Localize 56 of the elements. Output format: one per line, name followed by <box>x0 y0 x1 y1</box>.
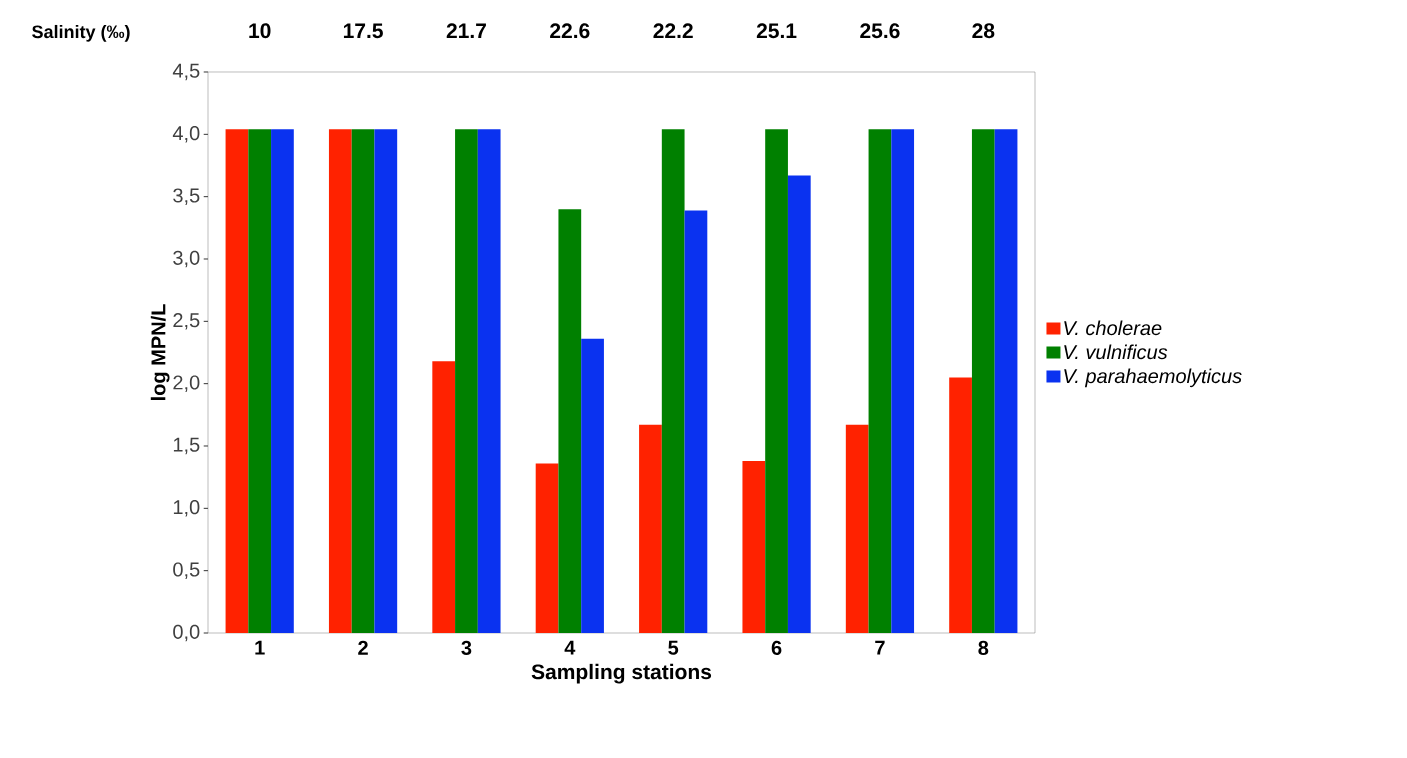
legend-label: V. vulnificus <box>1064 344 1168 360</box>
legend-label: V. cholerae <box>1064 320 1162 336</box>
text: 22.2 <box>653 23 693 38</box>
x-tick-label: 1 <box>255 640 265 655</box>
y-tick-label: 4,5 <box>172 63 200 81</box>
bar <box>765 129 788 633</box>
x-axis-title: Sampling stations <box>531 663 712 684</box>
text: 28 <box>972 23 995 39</box>
x-tick-label: 3 <box>461 640 472 655</box>
bar <box>949 377 972 633</box>
bar <box>535 463 559 633</box>
bar <box>787 175 811 633</box>
legend-label: V. parahaemolyticus <box>1064 368 1242 388</box>
text: 17.5 <box>343 23 383 39</box>
bar <box>868 129 892 633</box>
y-tick-label: 1,5 <box>173 437 200 455</box>
x-tick-label: 2 <box>358 640 368 655</box>
text: 25.1 <box>756 23 797 39</box>
bar <box>248 129 272 633</box>
y-tick-label: 0,5 <box>173 562 200 579</box>
y-tick-label: 3,5 <box>173 188 200 205</box>
bar <box>639 424 662 633</box>
bar <box>432 361 456 633</box>
bar <box>684 210 708 633</box>
x-tick-label: 4 <box>564 640 576 655</box>
y-tick-label: 1,0 <box>173 500 200 517</box>
y-tick-label: 0,0 <box>173 624 200 642</box>
bar <box>455 129 478 633</box>
bar <box>477 129 501 633</box>
text: 22.6 <box>550 23 590 39</box>
x-tick-label: 6 <box>771 640 782 655</box>
bar <box>271 129 294 633</box>
bar <box>581 338 604 633</box>
text: 21.7 <box>446 23 486 38</box>
bar <box>971 129 995 633</box>
bar <box>845 424 869 633</box>
bar <box>225 129 249 633</box>
x-tick-label: 5 <box>668 640 679 655</box>
x-tick-label: 8 <box>978 640 989 655</box>
bar <box>742 460 766 633</box>
bar <box>994 129 1018 633</box>
text: 10 <box>249 23 271 39</box>
y-tick-label: 2,0 <box>173 375 200 392</box>
bar <box>374 129 398 633</box>
y-tick-label: 3,0 <box>173 250 200 268</box>
y-tick-label: 4,0 <box>172 126 200 143</box>
y-axis-title: log MPN/L <box>150 304 170 400</box>
bar <box>891 129 915 633</box>
text: 25.6 <box>860 23 900 39</box>
bar <box>661 129 685 633</box>
x-tick-label: 7 <box>875 640 885 655</box>
text: Salinity (‰) <box>32 24 130 42</box>
bar <box>328 129 352 633</box>
bar <box>558 209 582 633</box>
bar <box>351 129 375 633</box>
y-tick-label: 2,5 <box>173 313 200 330</box>
